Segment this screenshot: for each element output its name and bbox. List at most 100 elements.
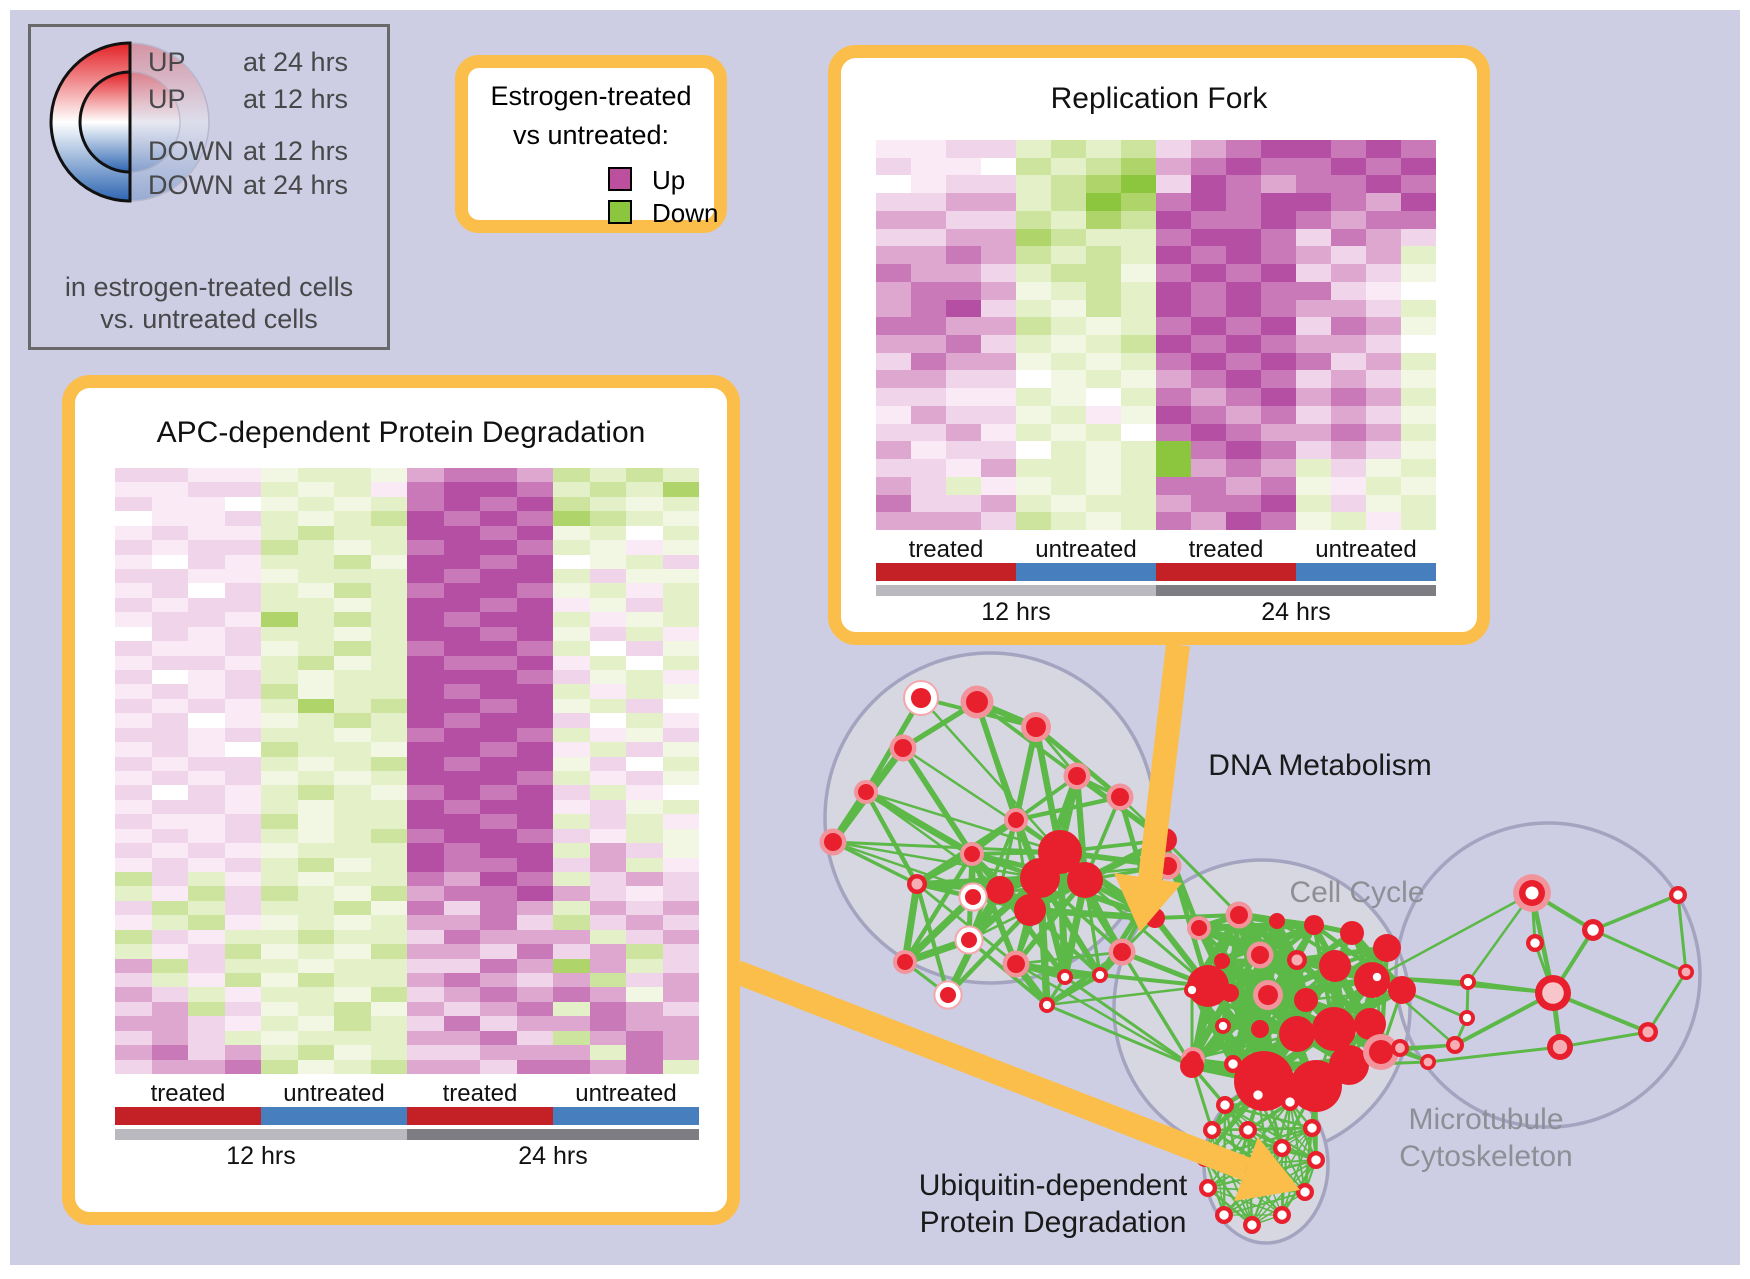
heatmap-cell — [662, 713, 699, 728]
heatmap-cell — [553, 583, 590, 598]
heatmap-cell — [188, 742, 225, 757]
heatmap-cell — [516, 929, 553, 945]
network-node — [954, 925, 984, 955]
heatmap-cell — [115, 799, 152, 815]
network-edge — [975, 700, 1042, 880]
network-node — [1303, 1119, 1321, 1137]
up-color-swatch — [608, 167, 632, 191]
heatmap-cell — [297, 540, 334, 555]
heatmap-cell — [981, 512, 1016, 530]
heatmap-cell — [151, 698, 188, 714]
time-color-bar — [115, 1129, 407, 1140]
heatmap-cell — [188, 944, 225, 959]
heatmap-cell — [443, 468, 480, 483]
heatmap-cell — [1331, 264, 1366, 282]
column-group-label: treated — [150, 1080, 226, 1107]
heatmap-cell — [1016, 494, 1051, 513]
heatmap-cell — [1331, 175, 1366, 194]
heatmap-cell — [188, 987, 225, 1002]
heatmap-cell — [151, 828, 188, 844]
network-node — [1251, 1020, 1269, 1038]
heatmap-cell — [1086, 423, 1121, 442]
heatmap-cell — [1401, 405, 1436, 424]
heatmap-cell — [1331, 370, 1366, 389]
heatmap-cell — [224, 684, 261, 699]
time-labels-row: 12 hrs 24 hrs — [115, 1142, 699, 1170]
heatmap-cell — [1156, 512, 1191, 530]
heatmap-cell — [224, 525, 261, 541]
heatmap-cell — [553, 843, 590, 858]
heatmap-cell — [516, 626, 553, 642]
heatmap-cell — [370, 799, 407, 815]
heatmap-cell — [589, 742, 626, 757]
heatmap-cell — [370, 496, 407, 512]
network-edge — [1045, 1003, 1194, 1068]
updown-legend-title-line1: Estrogen-treated — [490, 81, 692, 111]
heatmap-cell — [589, 1030, 626, 1046]
heatmap-cell — [1016, 193, 1051, 211]
heatmap-cell — [407, 698, 444, 714]
heatmap-cell — [1121, 210, 1156, 229]
heatmap-cell — [261, 886, 298, 901]
heatmap-cell — [480, 583, 517, 598]
heatmap-cell — [1261, 193, 1296, 211]
heatmap-cell — [480, 944, 517, 959]
heatmap-cell — [188, 828, 225, 844]
heatmap-cell — [297, 742, 334, 757]
heatmap-cell — [1121, 281, 1156, 300]
heatmap-cell — [626, 785, 663, 800]
heatmap-cell — [516, 569, 553, 584]
heatmap-cell — [1156, 423, 1191, 442]
network-node — [1002, 950, 1030, 978]
heatmap-cell — [553, 1030, 590, 1046]
heatmap-cell — [553, 828, 590, 844]
heatmap-cell — [480, 1016, 517, 1031]
heatmap-cell — [151, 929, 188, 945]
heatmap-cell — [1086, 228, 1121, 247]
heatmap-cell — [1331, 441, 1366, 460]
heatmap-cell — [480, 670, 517, 685]
group-color-bar — [1016, 563, 1156, 581]
heatmap-cell — [1086, 246, 1121, 265]
heatmap-cell — [1191, 352, 1226, 371]
heatmap-cell — [626, 641, 663, 656]
heatmap-cell — [480, 641, 517, 656]
heatmap-cell — [516, 987, 553, 1002]
group-bars-row — [115, 1107, 699, 1125]
cluster-label-microtubule-cytoskeleton: Microtubule — [1408, 1103, 1564, 1136]
heatmap-cell — [1261, 441, 1296, 460]
heatmap-cell — [151, 727, 188, 743]
heatmap-cell — [1366, 246, 1401, 265]
network-node — [1669, 886, 1687, 904]
heatmap-cell — [1121, 193, 1156, 211]
network-node — [854, 780, 878, 804]
heatmap-cell — [334, 814, 371, 829]
heatmap-cell — [1296, 405, 1331, 424]
heatmap-cell — [516, 511, 553, 526]
heatmap-cell — [115, 857, 152, 872]
scale-row-time: at 12 hrs — [243, 136, 349, 166]
heatmap-cell — [946, 476, 981, 495]
heatmap-cell — [1296, 299, 1331, 318]
heatmap-cell — [1051, 459, 1086, 477]
heatmap-cell — [626, 799, 663, 815]
apc-heatmap: treated untreated treated untreated 12 hrs 2… — [115, 468, 699, 1170]
heatmap-cell — [224, 944, 261, 959]
heatmap-cell — [480, 713, 517, 728]
heatmap-cell — [480, 554, 517, 569]
heatmap-cell — [261, 641, 298, 656]
heatmap-cell — [876, 140, 911, 158]
heatmap-cell — [261, 929, 298, 945]
heatmap-cell — [946, 370, 981, 389]
heatmap-cell — [981, 246, 1016, 265]
network-node — [960, 842, 984, 866]
heatmap-cell — [1191, 193, 1226, 211]
heatmap-cell — [981, 193, 1016, 211]
network-node — [1253, 980, 1283, 1010]
heatmap-cell — [1051, 476, 1086, 495]
heatmap-cell — [1051, 246, 1086, 265]
network-node — [1459, 1010, 1475, 1026]
heatmap-cell — [443, 785, 480, 800]
heatmap-cell — [188, 958, 225, 973]
heatmap-cell — [115, 944, 152, 959]
